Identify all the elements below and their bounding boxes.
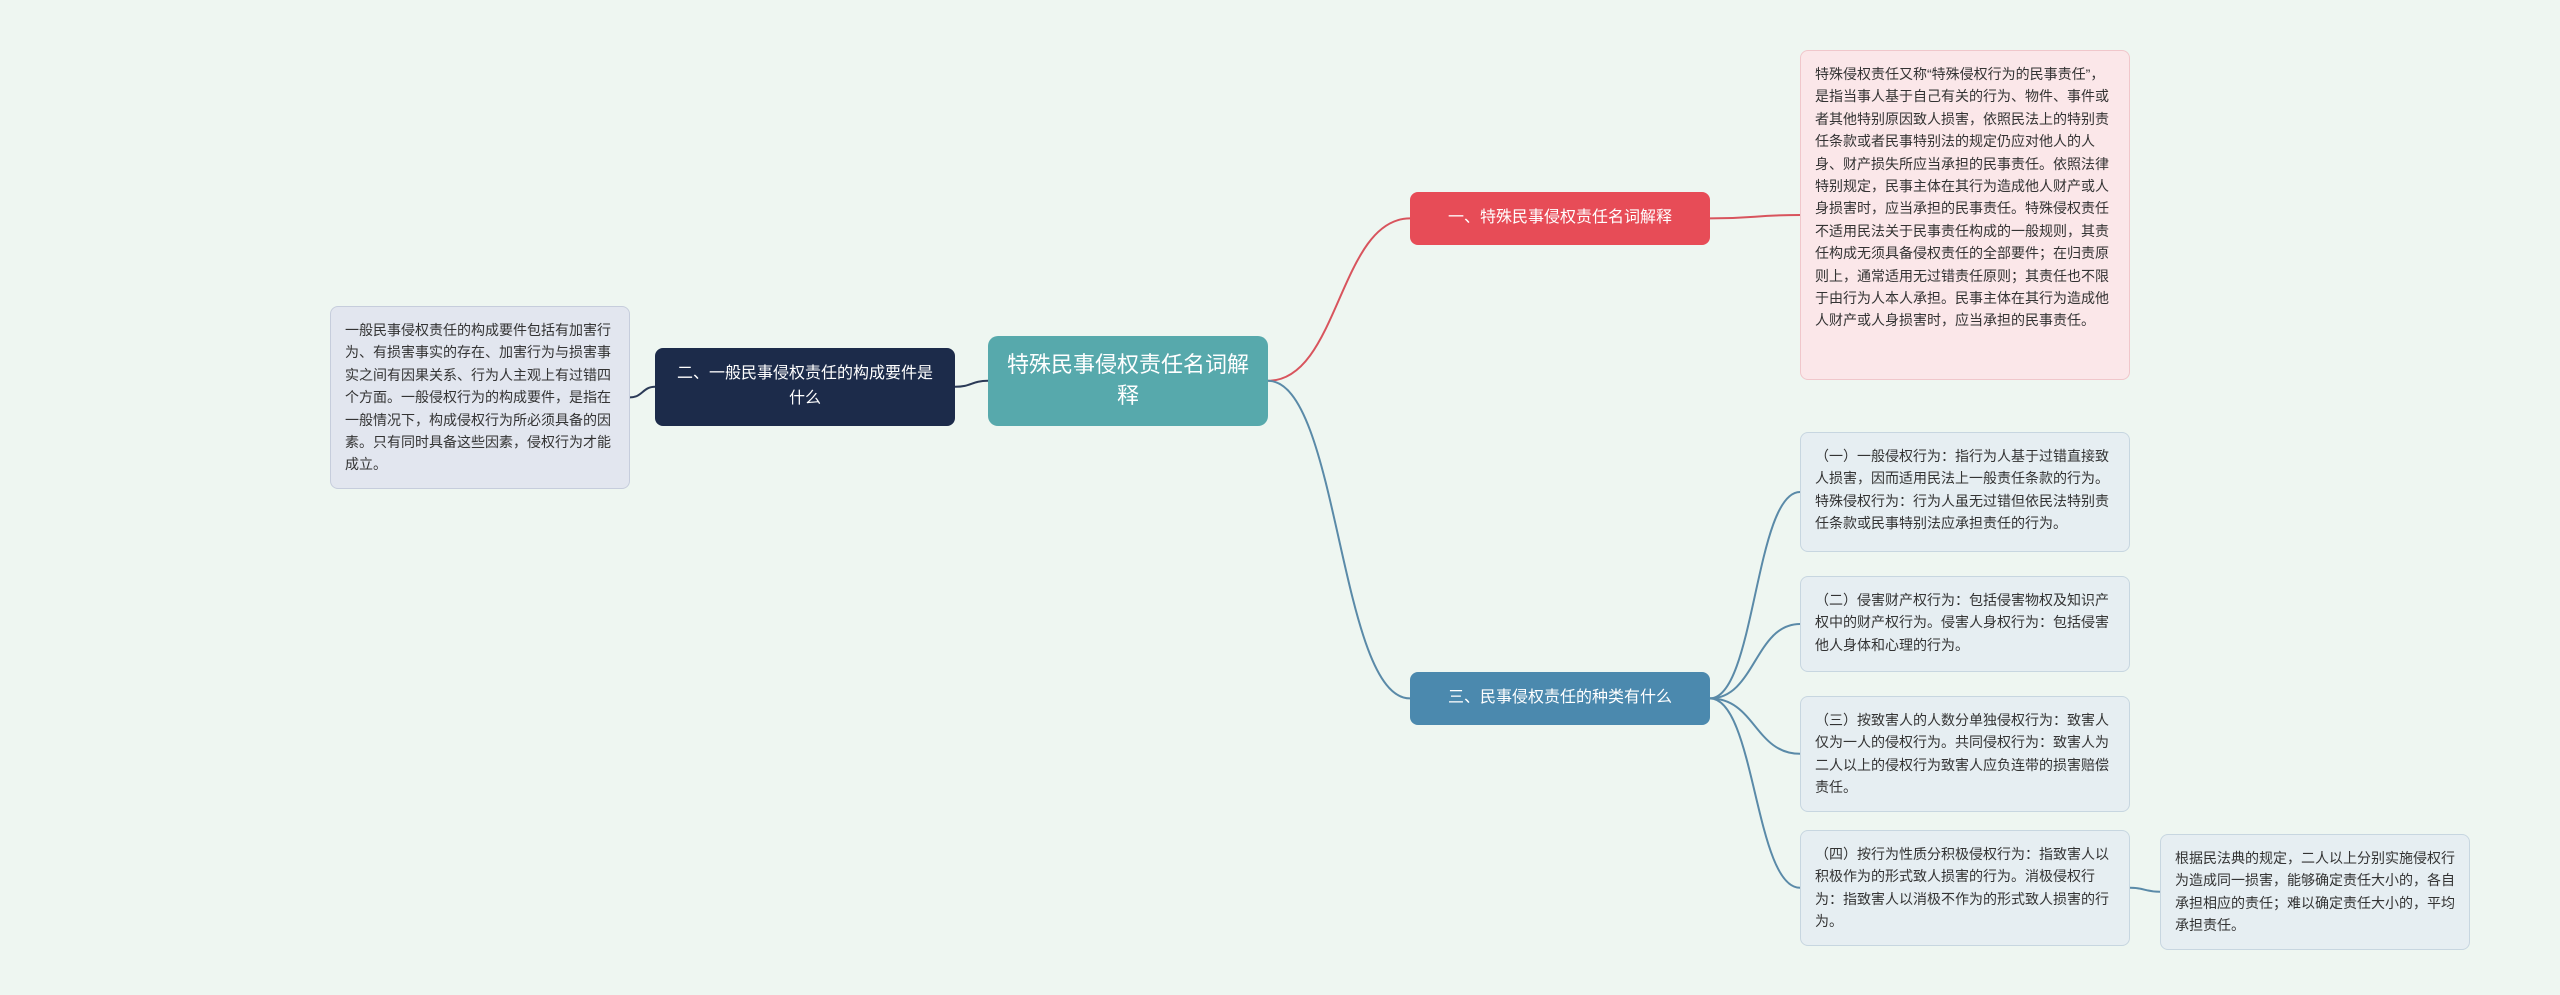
branch-3[interactable]: 三、民事侵权责任的种类有什么 (1410, 672, 1710, 725)
branch-3-leaf-3[interactable]: （三）按致害人的人数分单独侵权行为：致害人仅为一人的侵权行为。共同侵权行为：致害… (1800, 696, 2130, 812)
branch-3-leaf-4-sub-text: 根据民法典的规定，二人以上分别实施侵权行为造成同一损害，能够确定责任大小的，各自… (2175, 847, 2455, 937)
root-label: 特殊民事侵权责任名词解释 (1006, 350, 1250, 412)
branch-2-label: 二、一般民事侵权责任的构成要件是什么 (673, 362, 937, 412)
branch-3-leaf-1[interactable]: （一）一般侵权行为：指行为人基于过错直接致人损害，因而适用民法上一般责任条款的行… (1800, 432, 2130, 552)
branch-3-leaf-3-text: （三）按致害人的人数分单独侵权行为：致害人仅为一人的侵权行为。共同侵权行为：致害… (1815, 709, 2115, 799)
branch-1-label: 一、特殊民事侵权责任名词解释 (1448, 206, 1672, 231)
branch-3-label: 三、民事侵权责任的种类有什么 (1448, 686, 1672, 711)
branch-1-leaf[interactable]: 特殊侵权责任又称“特殊侵权行为的民事责任”，是指当事人基于自己有关的行为、物件、… (1800, 50, 2130, 380)
branch-2-leaf-text: 一般民事侵权责任的构成要件包括有加害行为、有损害事实的存在、加害行为与损害事实之… (345, 319, 615, 476)
root-node[interactable]: 特殊民事侵权责任名词解释 (988, 336, 1268, 426)
branch-2[interactable]: 二、一般民事侵权责任的构成要件是什么 (655, 348, 955, 426)
branch-3-leaf-2[interactable]: （二）侵害财产权行为：包括侵害物权及知识产权中的财产权行为。侵害人身权行为：包括… (1800, 576, 2130, 672)
branch-3-leaf-4-text: （四）按行为性质分积极侵权行为：指致害人以积极作为的形式致人损害的行为。消极侵权… (1815, 843, 2115, 933)
branch-3-leaf-1-text: （一）一般侵权行为：指行为人基于过错直接致人损害，因而适用民法上一般责任条款的行… (1815, 445, 2115, 535)
branch-3-leaf-4[interactable]: （四）按行为性质分积极侵权行为：指致害人以积极作为的形式致人损害的行为。消极侵权… (1800, 830, 2130, 946)
branch-2-leaf[interactable]: 一般民事侵权责任的构成要件包括有加害行为、有损害事实的存在、加害行为与损害事实之… (330, 306, 630, 489)
branch-3-leaf-2-text: （二）侵害财产权行为：包括侵害物权及知识产权中的财产权行为。侵害人身权行为：包括… (1815, 589, 2115, 656)
branch-1-leaf-text: 特殊侵权责任又称“特殊侵权行为的民事责任”，是指当事人基于自己有关的行为、物件、… (1815, 63, 2115, 332)
branch-1[interactable]: 一、特殊民事侵权责任名词解释 (1410, 192, 1710, 245)
branch-3-leaf-4-sub[interactable]: 根据民法典的规定，二人以上分别实施侵权行为造成同一损害，能够确定责任大小的，各自… (2160, 834, 2470, 950)
